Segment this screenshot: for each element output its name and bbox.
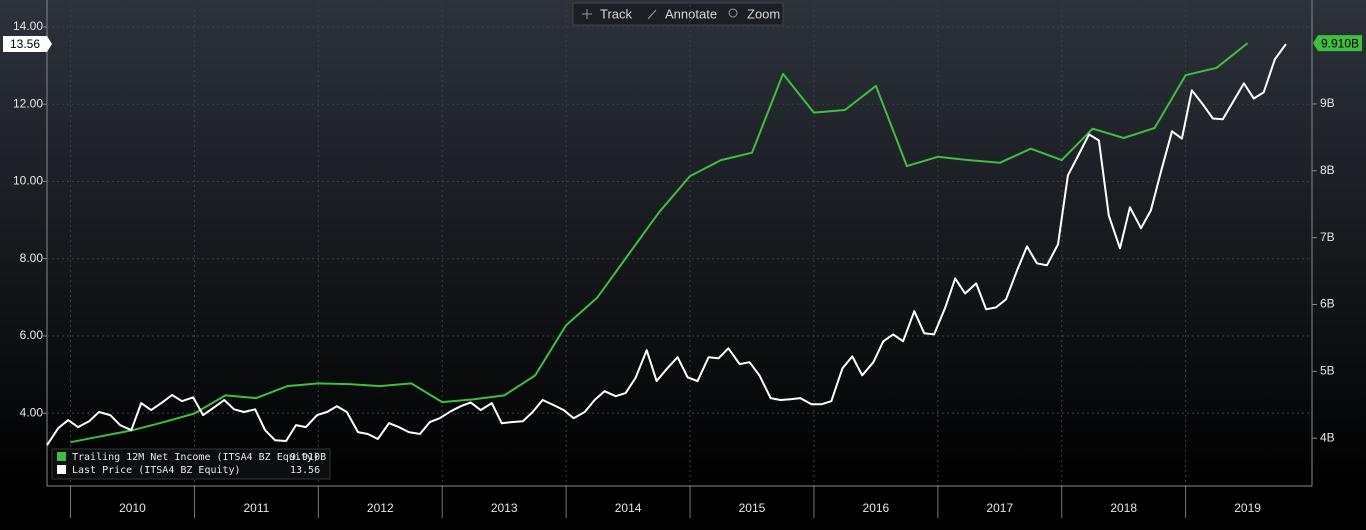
last-value-label: 9.910B (1321, 36, 1359, 50)
last-value-badge (1313, 35, 1362, 52)
toolbar: Track Annotate Zoom (572, 2, 784, 26)
x-tick-label: 2019 (1234, 501, 1261, 515)
x-tick-label: 2014 (615, 501, 642, 515)
y2-tick-label: 6B (1320, 297, 1335, 311)
track-icon (582, 9, 592, 19)
y2-tick-label: 5B (1320, 364, 1335, 378)
zoom-button[interactable]: Zoom (728, 6, 780, 21)
x-tick-label: 2017 (986, 501, 1013, 515)
y-tick-label: 12.00 (13, 96, 43, 110)
toolbar-label[interactable]: Track (600, 6, 633, 21)
plot-background (0, 0, 1366, 486)
toolbar-label[interactable]: Annotate (665, 6, 717, 21)
y2-tick-label: 4B (1320, 430, 1335, 444)
lines (46, 42, 1287, 446)
legend-label: Trailing 12M Net Income (ITSA4 BZ Equity… (72, 452, 319, 463)
toolbar-label[interactable]: Zoom (747, 6, 780, 21)
x-tick-label: 2013 (491, 501, 518, 515)
series-line (70, 42, 1249, 444)
legend-value: 13.56 (290, 465, 320, 476)
x-tick-label: 2015 (739, 501, 766, 515)
x-tick-label: 2012 (367, 501, 394, 515)
x-axis-band (0, 486, 1366, 530)
zoom-icon (728, 8, 738, 18)
x-tick-label: 2018 (1110, 501, 1137, 515)
y-tick-label: 14.00 (13, 19, 43, 33)
y-tick-label: 4.00 (20, 405, 44, 419)
y2-tick-label: 7B (1320, 230, 1335, 244)
last-value-badge (3, 36, 52, 53)
x-tick-label: 2016 (863, 501, 890, 515)
last-value-label: 13.56 (10, 37, 40, 51)
y2-tick-label: 8B (1320, 163, 1335, 177)
legend-box (51, 448, 331, 480)
legend-label: Last Price (ITSA4 BZ Equity) (72, 465, 241, 476)
legend-swatch (57, 452, 66, 461)
series-line (46, 43, 1287, 446)
x-tick-label: 2010 (119, 501, 146, 515)
toolbar-box (572, 2, 784, 26)
annotate-button[interactable]: Annotate (647, 6, 717, 21)
legend-value: 9.910B (290, 452, 326, 463)
legend-swatch (57, 465, 66, 474)
y-tick-label: 10.00 (13, 174, 43, 188)
y2-tick-label: 9B (1320, 96, 1335, 110)
legend: Trailing 12M Net Income (ITSA4 BZ Equity… (51, 448, 331, 480)
annotate-icon (647, 9, 657, 20)
y-tick-label: 8.00 (20, 251, 44, 265)
grid (43, 5, 1317, 518)
x-tick-label: 2011 (243, 501, 269, 515)
track-button[interactable]: Track (582, 6, 633, 21)
y-tick-label: 6.00 (20, 328, 44, 342)
